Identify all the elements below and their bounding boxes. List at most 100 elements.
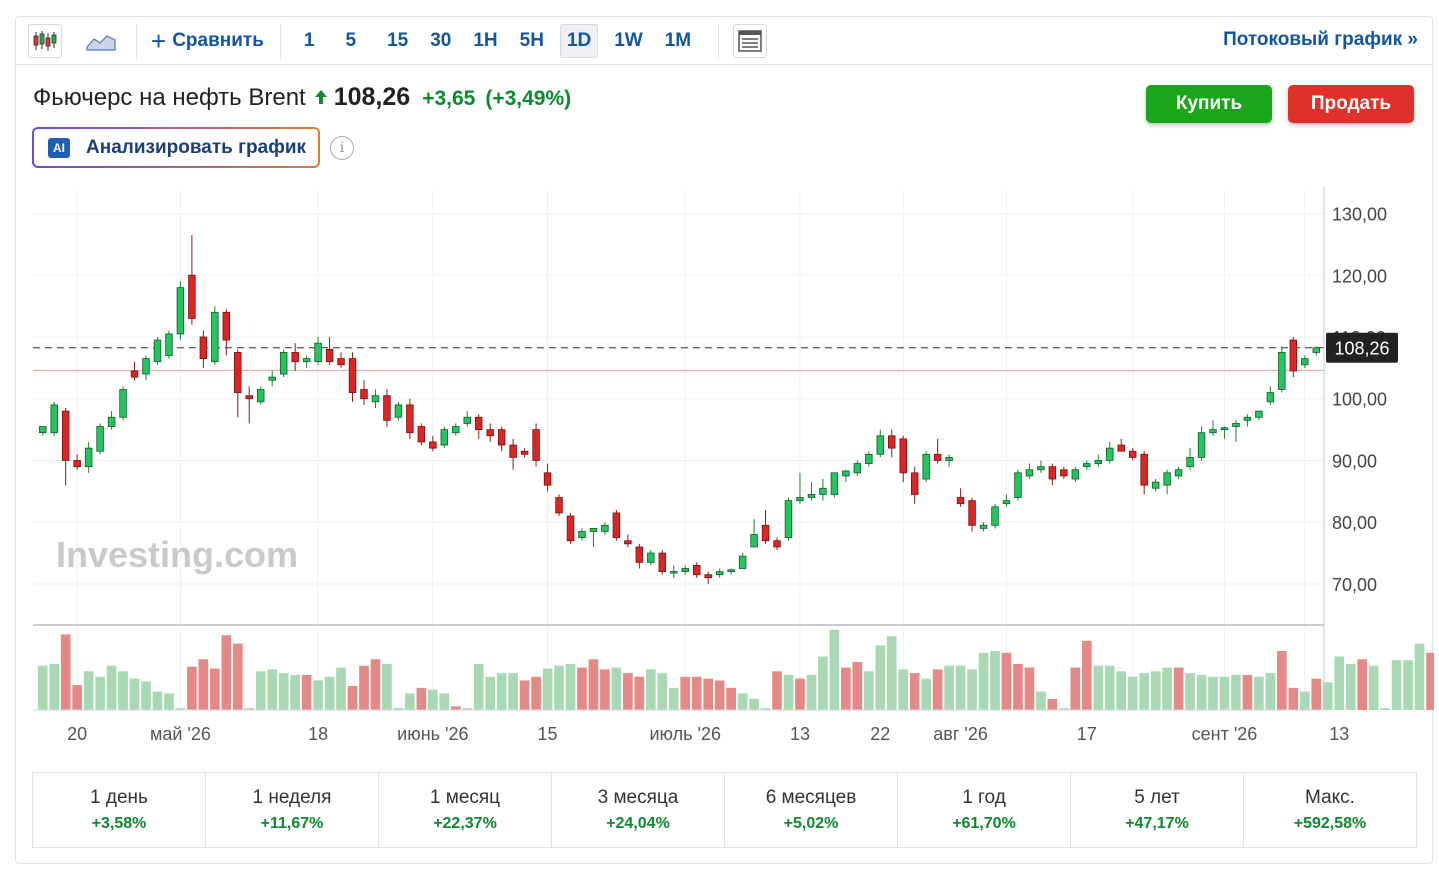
- candle-body: [279, 352, 288, 375]
- volume-bar: [1414, 643, 1425, 710]
- period-1-month[interactable]: 1 месяц +22,37%: [379, 773, 552, 847]
- candle-body: [1014, 472, 1022, 498]
- candle-body: [268, 376, 276, 381]
- candle-body: [819, 487, 827, 495]
- volume-bar: [1391, 660, 1402, 710]
- candle-body: [497, 429, 506, 446]
- candle-body: [314, 342, 322, 363]
- x-tick-label: июль '26: [649, 724, 721, 744]
- volume-bar: [680, 676, 691, 710]
- volume-bar: [370, 659, 381, 710]
- sell-button[interactable]: Продать: [1288, 85, 1414, 123]
- volume-bar: [1334, 656, 1345, 710]
- volume-bar: [336, 667, 346, 710]
- candlestick-icon[interactable]: [28, 23, 62, 58]
- candle-body: [807, 494, 816, 498]
- candle-body: [188, 274, 196, 319]
- streaming-chart-link[interactable]: Потоковый график »: [1223, 29, 1418, 50]
- volume-bar: [726, 687, 736, 710]
- volume-bar: [1185, 673, 1195, 710]
- timeframe-5[interactable]: 5: [345, 29, 357, 51]
- compare-button[interactable]: + Сравнить: [151, 28, 264, 54]
- period-label: 6 месяцев: [765, 787, 857, 808]
- period-6-months[interactable]: 6 месяцев +5,02%: [725, 773, 898, 847]
- candle-body: [681, 568, 689, 573]
- period-label: 1 год: [962, 787, 1006, 808]
- candle-body: [130, 370, 139, 378]
- timeframe-1w[interactable]: 1W: [614, 29, 643, 51]
- timeframe-15[interactable]: 15: [387, 29, 409, 51]
- candle-body: [532, 429, 540, 461]
- candle-body: [578, 531, 586, 539]
- buy-button[interactable]: Купить: [1146, 85, 1272, 123]
- timeframe-5h[interactable]: 5H: [519, 29, 544, 51]
- period-label: 5 лет: [1134, 787, 1180, 808]
- candle-body: [1243, 416, 1252, 421]
- period-5-years[interactable]: 5 лет +47,17%: [1071, 773, 1244, 847]
- volume-bar: [141, 681, 151, 710]
- candle-body: [612, 512, 621, 539]
- candle-body: [142, 358, 150, 375]
- timeframe-1m[interactable]: 1M: [664, 29, 692, 51]
- volume-bar: [1380, 708, 1390, 710]
- volume-bar: [600, 669, 610, 710]
- timeframe-30[interactable]: 30: [430, 29, 452, 51]
- x-tick-label: 13: [1329, 724, 1349, 744]
- candle-body: [96, 426, 104, 452]
- candle-body: [635, 546, 644, 563]
- timeframe-1[interactable]: 1: [303, 29, 315, 51]
- candle-body: [1002, 500, 1011, 505]
- period-1-week[interactable]: 1 неделя +11,67%: [206, 773, 379, 847]
- volume-bar: [1219, 676, 1230, 710]
- volume-bar: [1426, 652, 1434, 710]
- volume-bar: [1242, 674, 1253, 710]
- info-icon[interactable]: i: [330, 136, 354, 160]
- chart-toolbar: + Сравнить 1 5 15 30 1H 5H 1D 1W 1M Пото…: [16, 17, 1432, 65]
- timeframe-1h[interactable]: 1H: [473, 29, 498, 51]
- volume-bar: [278, 673, 289, 710]
- candle-body: [325, 348, 334, 363]
- volume-bar: [990, 650, 1000, 710]
- volume-bar: [313, 680, 323, 710]
- volume-bar: [1116, 671, 1127, 710]
- volume-bar: [49, 663, 60, 710]
- volume-bar: [691, 676, 702, 710]
- candle-body: [383, 395, 391, 421]
- candle-body: [933, 453, 942, 461]
- period-1-day[interactable]: 1 день +3,58%: [33, 773, 206, 847]
- candle-body: [429, 441, 437, 449]
- volume-bar: [496, 673, 507, 710]
- layout-icon[interactable]: [733, 23, 768, 58]
- volume-bar: [749, 698, 759, 710]
- current-price-box: [1326, 332, 1398, 363]
- y-tick-label: 100,00: [1332, 390, 1387, 410]
- price-chart[interactable]: Investing.com130,00120,00110,00100,0090,…: [16, 187, 1434, 767]
- timeframe-1d[interactable]: 1D: [559, 23, 599, 58]
- volume-bar: [60, 634, 71, 710]
- candle-body: [1289, 339, 1298, 372]
- period-max[interactable]: Макс. +592,58%: [1244, 773, 1416, 847]
- candle-body: [1163, 472, 1171, 486]
- x-tick-label: авг '26: [933, 724, 988, 744]
- candle-body: [394, 404, 403, 418]
- analyze-chart-button[interactable]: AI Анализировать график: [32, 127, 320, 168]
- volume-bar: [841, 667, 851, 710]
- volume-bar: [164, 693, 174, 710]
- instrument-header: Фьючерс на нефть Brent 108,26 +3,65 (+3,…: [33, 83, 571, 112]
- candle-body: [1140, 453, 1148, 486]
- period-value: +5,02%: [783, 815, 839, 832]
- volume-bar: [623, 673, 633, 710]
- y-tick-label: 130,00: [1332, 205, 1387, 225]
- candle-body: [888, 435, 896, 449]
- volume-bar: [1104, 665, 1115, 710]
- candle-body: [865, 453, 873, 464]
- volume-bar: [875, 645, 886, 710]
- period-3-months[interactable]: 3 месяца +24,04%: [552, 773, 725, 847]
- volume-bar: [1196, 674, 1207, 710]
- volume-bar: [554, 665, 564, 710]
- period-1-year[interactable]: 1 год +61,70%: [898, 773, 1071, 847]
- volume-bar: [611, 667, 622, 710]
- volume-bar: [1093, 665, 1104, 710]
- area-chart-icon[interactable]: [84, 24, 118, 58]
- x-tick-label: 15: [538, 724, 558, 744]
